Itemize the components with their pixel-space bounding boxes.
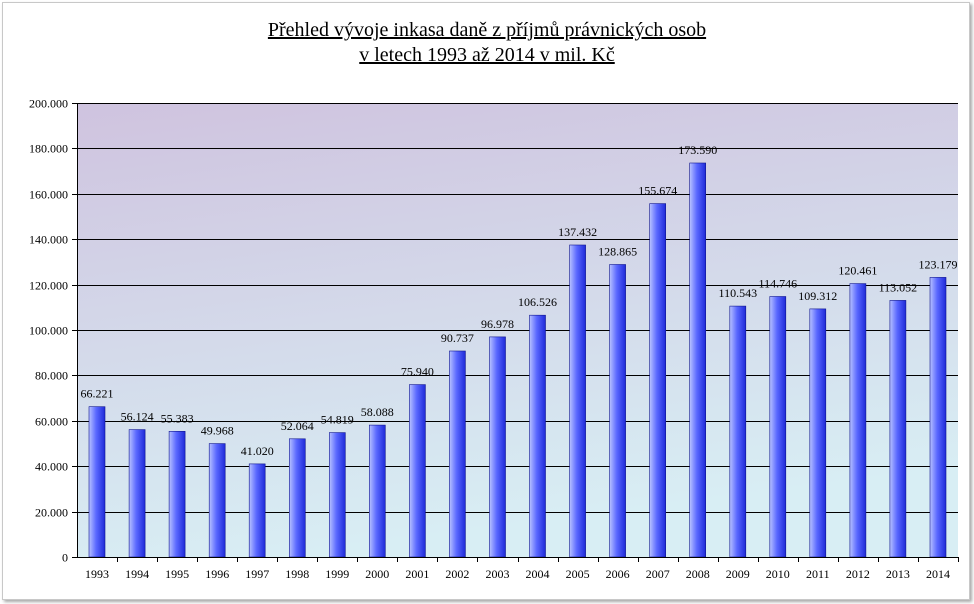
y-tick-label: 40.000 [35,460,68,474]
bar-data-label: 41.020 [241,444,274,458]
y-tick-label: 0 [62,551,68,565]
bar-data-label: 109.312 [798,289,837,303]
bar-data-label: 128.865 [598,245,637,259]
bar [569,244,586,558]
bar [529,314,546,558]
x-tick-label: 1993 [85,567,109,581]
bar [489,336,506,558]
axes [72,103,959,562]
x-tick-label: 2010 [766,567,790,581]
bar-data-label: 49.968 [201,424,234,438]
bar [649,203,667,558]
bar [769,296,787,558]
chart-title: Přehled vývoje inkasa daně z příjmů práv… [267,19,707,41]
x-tick-label: 2003 [486,567,510,581]
bar-data-label: 123.179 [919,257,958,271]
bar [849,283,867,558]
bar [248,463,266,558]
bar-data-label: 113.052 [879,280,918,294]
x-tick-label: 2004 [526,567,550,581]
bar [208,443,226,558]
bar [409,384,426,558]
x-tick-label: 2002 [445,567,469,581]
y-tick-label: 20.000 [35,506,68,520]
x-tick-label: 2012 [846,567,870,581]
bar [88,406,106,558]
y-tick-label: 60.000 [35,415,68,429]
bar [729,305,747,558]
x-tick-label: 2001 [405,567,429,581]
bar-data-label: 54.819 [321,413,354,427]
bar-data-label: 52.064 [281,419,314,433]
bar-data-label: 75.940 [401,365,434,379]
y-tick-label: 200.000 [29,97,68,111]
bar [368,424,386,558]
bar-data-label: 110.543 [719,286,758,300]
x-tick-label: 2000 [365,567,389,581]
bar [689,162,707,558]
bar [449,350,466,558]
y-tick-label: 180.000 [29,142,68,156]
y-tick-label: 120.000 [29,279,68,293]
bar-data-label: 155.674 [638,184,677,198]
bar [168,430,186,558]
bar [288,438,306,558]
x-tick-label: 2009 [726,567,750,581]
bar [809,308,827,558]
bar-data-label: 58.088 [361,405,394,419]
chart-title-block: Přehled vývoje inkasa daně z příjmů práv… [0,18,974,68]
x-tick-label: 2006 [606,567,630,581]
x-tick-label: 2005 [566,567,590,581]
x-tick-label: 1994 [125,567,149,581]
bars [88,162,947,558]
bar [889,300,907,558]
x-tick-label: 1998 [285,567,309,581]
chart-subtitle: v letech 1993 až 2014 v mil. Kč [359,44,615,66]
x-tick-label: 2011 [806,567,830,581]
x-tick-label: 1997 [245,567,269,581]
bar-data-label: 96.978 [481,317,514,331]
y-tick-label: 140.000 [29,233,68,247]
bar [328,432,346,558]
x-tick-label: 1995 [165,567,189,581]
bar-data-label: 55.383 [161,411,194,425]
x-tick-label: 2013 [886,567,910,581]
x-tick-label: 2007 [646,567,670,581]
bar-data-label: 106.526 [518,295,557,309]
x-tick-label: 1999 [325,567,349,581]
x-tick-label: 2014 [926,567,950,581]
x-tick-label: 2008 [686,567,710,581]
bar-data-label: 66.221 [81,387,114,401]
y-tick-label: 100.000 [29,324,68,338]
bar [929,277,947,558]
bar-data-label: 90.737 [441,331,474,345]
bar [609,264,626,558]
bar-data-label: 137.432 [558,225,597,239]
labels: 0 20.000 40.000 60.000 80.000 100.000 120.000 1… [29,97,958,582]
bar [128,429,146,558]
y-tick-label: 80.000 [35,369,68,383]
y-tick-label: 160.000 [29,188,68,202]
bar-data-label: 56.124 [121,410,154,424]
bar-data-label: 173.590 [678,143,717,157]
x-tick-label: 1996 [205,567,229,581]
bar-data-label: 114.746 [759,277,798,291]
bar-data-label: 120.461 [838,264,877,278]
